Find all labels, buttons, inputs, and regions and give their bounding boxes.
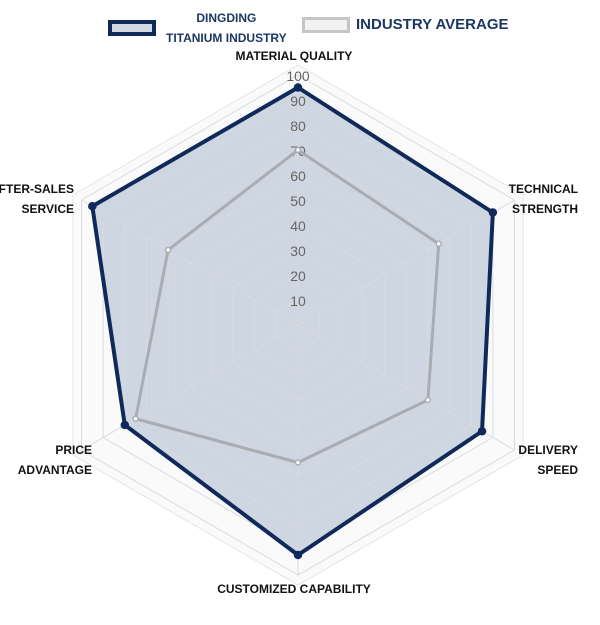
legend-label: INDUSTRY AVERAGE: [356, 16, 509, 33]
axis-label: TECHNICAL: [509, 182, 578, 196]
data-point-dingding: [488, 208, 498, 217]
data-point-industry-average: [294, 146, 302, 154]
tick-label: 100: [286, 68, 310, 84]
tick-label: 30: [290, 243, 306, 259]
data-point-dingding: [477, 427, 487, 436]
axis-label: CUSTOMIZED CAPABILITY: [217, 582, 371, 596]
data-point-industry-average: [164, 246, 172, 254]
legend-label-line: DINGDING: [196, 11, 257, 25]
axis-line: [81, 199, 299, 326]
tick-label: 20: [290, 268, 306, 284]
data-point-dingding: [120, 420, 130, 430]
axis-label: AFTER-SALES: [0, 182, 74, 196]
tick-label: 60: [290, 168, 306, 184]
axis-label: PRICE: [55, 443, 92, 457]
data-point-dingding: [293, 83, 303, 92]
legend-swatch-dingding: [108, 20, 156, 36]
legend-item-dingding[interactable]: DINGDING TITANIUM INDUSTRY: [108, 8, 287, 48]
data-point-industry-average: [435, 240, 442, 247]
legend-swatch-industry-average: [302, 16, 350, 33]
legend-label-line: TITANIUM INDUSTRY: [166, 31, 287, 45]
tick-label: 90: [290, 93, 306, 109]
tick-label: 50: [290, 193, 306, 209]
axis-line: [81, 324, 299, 451]
tick-label: 10: [290, 293, 306, 309]
data-point-dingding: [293, 550, 303, 560]
axis-label: DELIVERY: [518, 443, 578, 457]
data-point-industry-average: [294, 459, 302, 466]
data-point-industry-average: [424, 396, 432, 404]
axis-label: STRENGTH: [512, 202, 578, 216]
tick-label: 80: [290, 118, 306, 134]
axis-label: MATERIAL QUALITY: [236, 49, 353, 63]
axis-line: [297, 199, 515, 326]
data-point-dingding: [88, 202, 97, 211]
data-point-industry-average: [132, 415, 139, 422]
axis-label: ADVANTAGE: [18, 463, 92, 477]
tick-label: 40: [290, 218, 306, 234]
axis-label: SERVICE: [22, 202, 74, 216]
axis-label: SPEED: [537, 463, 578, 477]
legend-item-industry-average[interactable]: INDUSTRY AVERAGE: [302, 16, 509, 33]
